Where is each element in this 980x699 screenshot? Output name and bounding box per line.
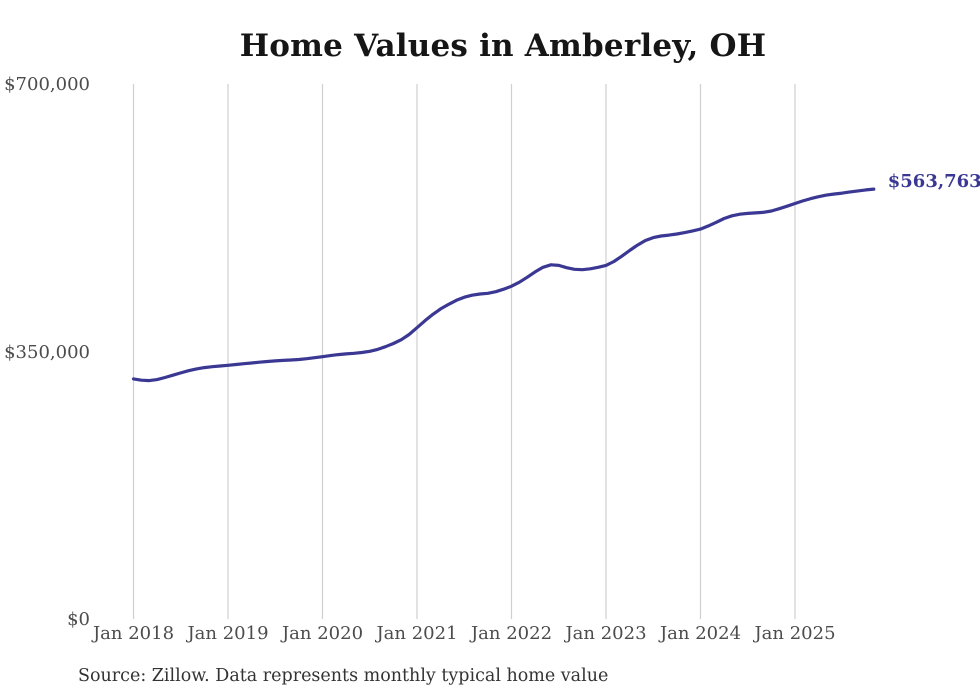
y-tick-label: $0	[67, 609, 90, 630]
y-tick-label: $350,000	[4, 341, 90, 363]
home-value-line	[131, 187, 876, 383]
chart-title: Home Values in Amberley, OH	[239, 28, 767, 64]
x-tick-label: Jan 2021	[376, 623, 458, 644]
source-note: Source: Zillow. Data represents monthly …	[78, 666, 609, 686]
series-end-label: $563,763	[887, 171, 980, 193]
x-tick-label: Jan 2024	[659, 623, 742, 644]
x-tick-label: Jan 2023	[565, 623, 647, 644]
y-tick-label: $700,000	[4, 74, 90, 95]
x-tick-label: Jan 2020	[281, 623, 364, 644]
x-tick-label: Jan 2025	[754, 623, 836, 644]
gridlines-group	[132, 84, 796, 619]
x-tick-label: Jan 2018	[92, 623, 175, 644]
x-tick-label: Jan 2019	[187, 623, 269, 644]
x-tick-label: Jan 2022	[470, 623, 553, 644]
